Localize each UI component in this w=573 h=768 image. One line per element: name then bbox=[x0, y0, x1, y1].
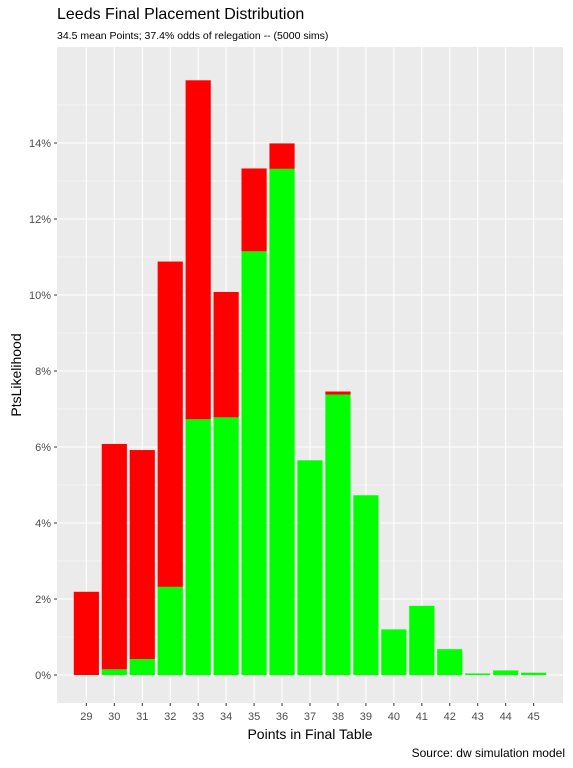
bar-segment-36-relegated bbox=[269, 143, 295, 169]
bar-segment-30-safe bbox=[101, 669, 127, 675]
x-tick-label: 34 bbox=[220, 711, 232, 723]
y-tick-label: 12% bbox=[29, 214, 51, 226]
x-tick-label: 44 bbox=[500, 711, 512, 723]
y-tick-label: 8% bbox=[35, 366, 51, 378]
x-tick-label: 41 bbox=[416, 711, 428, 723]
bar-segment-42-safe bbox=[437, 649, 463, 675]
bar-segment-36-safe bbox=[269, 168, 295, 675]
y-tick-label: 10% bbox=[29, 290, 51, 302]
bar-segment-40-safe bbox=[381, 629, 407, 675]
y-axis: 0% 2% 4% 6% 8% 10% 12% 14% bbox=[29, 138, 57, 682]
y-tick-label: 2% bbox=[35, 594, 51, 606]
x-tick-label: 43 bbox=[472, 711, 484, 723]
bar-segment-41-safe bbox=[409, 605, 435, 675]
bars bbox=[73, 80, 547, 676]
x-tick-label: 38 bbox=[332, 711, 344, 723]
bar-segment-29-relegated bbox=[73, 591, 99, 675]
x-tick-label: 30 bbox=[108, 711, 120, 723]
bar-segment-38-safe bbox=[325, 394, 351, 675]
x-tick-label: 45 bbox=[528, 711, 540, 723]
x-tick-label: 33 bbox=[192, 711, 204, 723]
y-axis-title: PtsLikelihood bbox=[8, 333, 24, 416]
bar-segment-39-safe bbox=[353, 495, 379, 675]
bar-segment-38-relegated bbox=[325, 391, 351, 395]
x-tick-label: 32 bbox=[164, 711, 176, 723]
x-tick-label: 29 bbox=[80, 711, 92, 723]
source-caption: Source: dw simulation model bbox=[411, 746, 565, 760]
chart-subtitle: 34.5 mean Points; 37.4% odds of relegati… bbox=[57, 30, 329, 42]
bar-segment-30-relegated bbox=[101, 443, 127, 670]
x-tick-label: 35 bbox=[248, 711, 260, 723]
bar-segment-37-safe bbox=[297, 460, 323, 675]
y-tick-label: 4% bbox=[35, 518, 51, 530]
x-tick-label: 42 bbox=[444, 711, 456, 723]
bar-segment-31-relegated bbox=[129, 450, 155, 660]
bar-segment-44-safe bbox=[493, 670, 519, 675]
y-tick-label: 0% bbox=[35, 670, 51, 682]
x-axis: 29 30 31 32 33 34 35 36 37 38 39 40 41 42 43 44 45 bbox=[80, 703, 540, 723]
bar-segment-33-relegated bbox=[185, 80, 211, 420]
x-tick-label: 31 bbox=[136, 711, 148, 723]
bar-segment-43-safe bbox=[465, 673, 491, 675]
x-tick-label: 37 bbox=[304, 711, 316, 723]
bar-segment-33-safe bbox=[185, 419, 211, 675]
bar-segment-35-relegated bbox=[241, 168, 267, 252]
bar-segment-32-relegated bbox=[157, 261, 183, 587]
x-tick-label: 40 bbox=[388, 711, 400, 723]
bar-segment-31-safe bbox=[129, 659, 155, 675]
x-axis-title: Points in Final Table bbox=[247, 726, 372, 742]
bar-segment-45-safe bbox=[521, 672, 547, 675]
y-tick-label: 6% bbox=[35, 442, 51, 454]
bar-segment-34-safe bbox=[213, 417, 239, 675]
bar-segment-32-safe bbox=[157, 586, 183, 675]
chart-title: Leeds Final Placement Distribution bbox=[57, 6, 305, 23]
bar-segment-35-safe bbox=[241, 251, 267, 676]
bar-segment-34-relegated bbox=[213, 291, 239, 418]
y-tick-label: 14% bbox=[29, 138, 51, 150]
x-tick-label: 39 bbox=[360, 711, 372, 723]
x-tick-label: 36 bbox=[276, 711, 288, 723]
